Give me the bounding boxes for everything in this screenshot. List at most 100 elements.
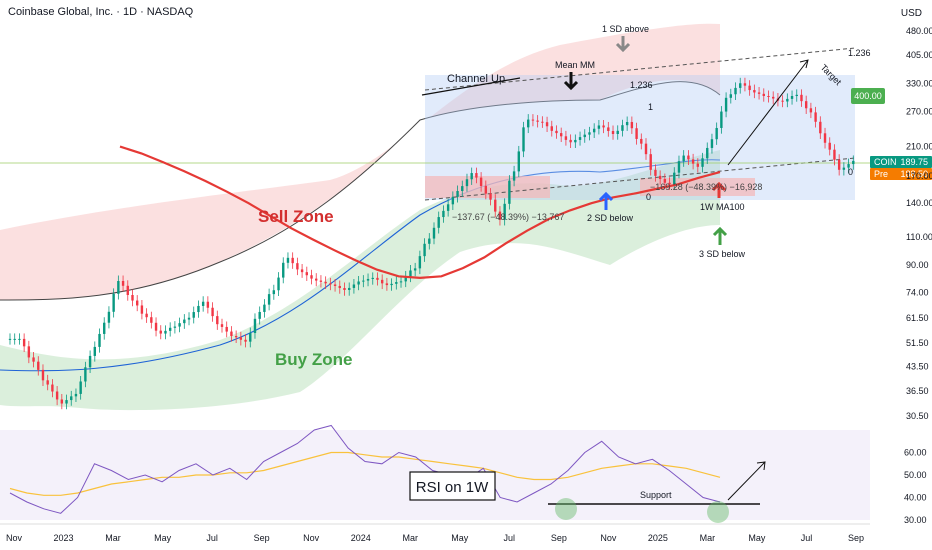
candle-body bbox=[258, 311, 261, 319]
candle-body bbox=[602, 125, 605, 128]
candle-body bbox=[84, 367, 87, 382]
candle-body bbox=[517, 151, 520, 172]
candle-body bbox=[625, 121, 629, 126]
candle-body bbox=[319, 280, 323, 282]
drawdown-2025-label: −169.28 (−48.39%) −16,928 bbox=[650, 182, 762, 192]
price-tick-label: 74.00 bbox=[906, 287, 929, 297]
candle-body bbox=[8, 338, 12, 340]
candle-body bbox=[187, 317, 191, 320]
candle-body bbox=[192, 312, 195, 318]
candle-body bbox=[55, 391, 59, 400]
candle-body bbox=[790, 96, 794, 99]
candle-body bbox=[837, 159, 841, 170]
candle-body bbox=[211, 307, 214, 317]
candle-body bbox=[315, 278, 318, 281]
candle-body bbox=[786, 98, 789, 102]
rsi-ma-line bbox=[9, 451, 721, 496]
price-tick-label: 480.00 bbox=[906, 26, 932, 36]
candle-body bbox=[348, 287, 351, 290]
candle-body bbox=[762, 93, 765, 96]
x-tick-label: May bbox=[154, 533, 172, 543]
channel-top bbox=[424, 47, 856, 91]
x-tick-label: Nov bbox=[303, 533, 320, 543]
candle-body bbox=[456, 191, 459, 197]
candle-body bbox=[658, 175, 662, 180]
rsi-tick-label: 30.00 bbox=[904, 515, 927, 525]
candle-body bbox=[437, 217, 440, 228]
candle-body bbox=[413, 268, 417, 271]
candle-body bbox=[88, 355, 92, 368]
candle-body bbox=[93, 346, 96, 356]
candle-body bbox=[804, 101, 808, 109]
candle-body bbox=[70, 396, 73, 401]
sell-zone-label: Sell Zone bbox=[258, 207, 334, 226]
candle-body bbox=[352, 284, 356, 288]
x-tick-label: Nov bbox=[600, 533, 617, 543]
candle-body bbox=[197, 305, 200, 313]
candle-body bbox=[710, 139, 714, 148]
candle-body bbox=[432, 227, 436, 239]
candle-body bbox=[168, 327, 172, 331]
rsi-line bbox=[9, 424, 721, 514]
candle-body bbox=[541, 121, 544, 123]
support-touch-2 bbox=[707, 501, 729, 523]
support-label: Support bbox=[640, 490, 672, 500]
candle-body bbox=[545, 122, 549, 127]
candle-body bbox=[654, 169, 657, 176]
candle-body bbox=[781, 100, 784, 102]
price-tick-label: 90.00 bbox=[906, 260, 929, 270]
candle-body bbox=[154, 322, 158, 331]
fib-1: 1 bbox=[648, 102, 653, 112]
candle-body bbox=[555, 130, 558, 134]
fib-1236-top: 1.236 bbox=[848, 48, 871, 58]
channel-up-label: Channel Up bbox=[447, 73, 505, 85]
candle-body bbox=[607, 127, 610, 132]
candle-body bbox=[98, 333, 101, 347]
ma100-arrow bbox=[711, 181, 727, 198]
sd-above-label: 1 SD above bbox=[602, 24, 649, 34]
candle-body bbox=[494, 199, 497, 212]
mean-mm-label: Mean MM bbox=[555, 60, 595, 70]
pre-price-badge-value: 188.50 bbox=[900, 169, 928, 179]
candle-body bbox=[569, 139, 572, 143]
candle-body bbox=[329, 283, 332, 285]
candle-body bbox=[159, 330, 162, 334]
candle-body bbox=[739, 83, 742, 88]
candle-body bbox=[220, 324, 224, 327]
rsi-tick-label: 50.00 bbox=[904, 470, 927, 480]
annotations: Sell Zone Buy Zone Channel Up Mean MM 1 SD a… bbox=[258, 24, 932, 369]
candle-body bbox=[272, 290, 276, 295]
candle-body bbox=[470, 173, 473, 180]
candle-body bbox=[46, 380, 49, 385]
ma100-label: 1W MA100 bbox=[700, 202, 745, 212]
candle-body bbox=[461, 186, 464, 192]
candle-body bbox=[385, 283, 389, 286]
candle-body bbox=[362, 280, 365, 282]
candle-body bbox=[715, 127, 718, 140]
price-tick-label: 330.00 bbox=[906, 79, 932, 89]
candle-body bbox=[536, 120, 539, 122]
x-tick-label: 2023 bbox=[54, 533, 74, 543]
price-tick-label: 36.50 bbox=[906, 386, 929, 396]
candle-body bbox=[131, 295, 134, 301]
candle-body bbox=[611, 131, 615, 134]
candle-body bbox=[677, 161, 681, 173]
candle-body bbox=[263, 304, 266, 312]
coin-price-badge-label: COIN bbox=[874, 157, 897, 167]
candle-body bbox=[748, 85, 751, 91]
candle-body bbox=[216, 316, 219, 325]
rsi-label-box bbox=[409, 471, 496, 501]
candle-body bbox=[800, 94, 803, 102]
candle-body bbox=[333, 284, 337, 286]
candle-body bbox=[814, 112, 817, 122]
candle-body bbox=[324, 281, 327, 284]
candle-body bbox=[696, 163, 700, 167]
candle-body bbox=[852, 160, 855, 165]
candle-body bbox=[234, 335, 238, 338]
candle-body bbox=[107, 311, 111, 323]
candle-body bbox=[239, 337, 243, 340]
candle-body bbox=[833, 149, 836, 160]
x-tick-label: Jul bbox=[801, 533, 813, 543]
candle-body bbox=[13, 338, 16, 340]
